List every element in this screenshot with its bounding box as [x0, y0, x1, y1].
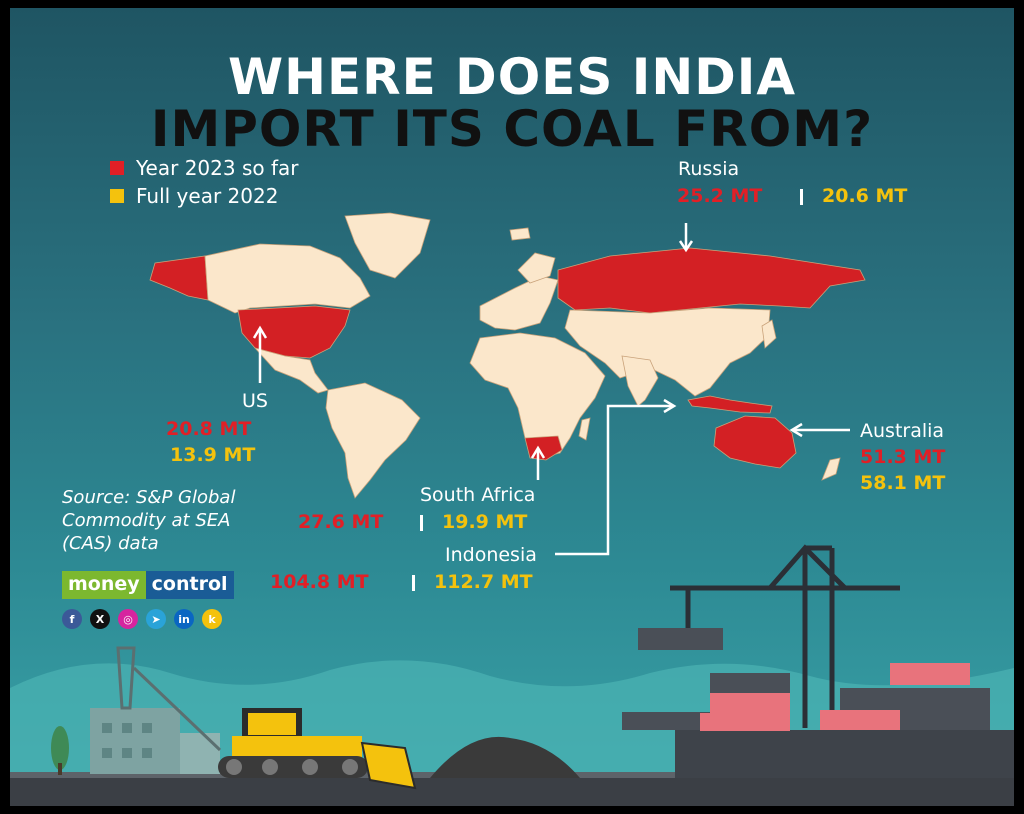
- south-africa-arrowhead: [530, 445, 546, 459]
- russia-2023-value: 25.2 MT: [677, 185, 763, 207]
- indonesia-shape: [687, 395, 773, 414]
- us-label: US: [242, 390, 268, 412]
- russia-2022-value: 20.6 MT: [822, 185, 908, 207]
- russia-arrowhead: [678, 240, 694, 253]
- australia-label: Australia: [860, 420, 945, 442]
- greenland-shape: [344, 212, 431, 279]
- indonesia-label: Indonesia: [445, 544, 537, 566]
- bulldozer: [218, 708, 417, 790]
- us-2023-value: 20.8 MT: [166, 418, 252, 440]
- australia-2023-value: 51.3 MT: [860, 446, 946, 468]
- hanging-container: [638, 628, 723, 650]
- australia-shape: [713, 415, 797, 469]
- us-2022-value: 13.9 MT: [170, 444, 256, 466]
- ground: [10, 776, 1014, 806]
- south-africa-2022-value: 19.9 MT: [442, 511, 528, 533]
- telegram-icon[interactable]: ➤: [146, 609, 166, 629]
- madagascar-shape: [578, 417, 591, 441]
- port-crane: [670, 544, 900, 728]
- illustration-layer: [10, 212, 1014, 806]
- koo-icon[interactable]: k: [202, 609, 222, 629]
- us-arrowhead: [252, 325, 268, 339]
- europe-shape: [479, 275, 559, 331]
- asia-shape: [564, 307, 771, 397]
- legend-label: Full year 2022: [136, 184, 279, 208]
- legend-swatch-yellow: [110, 189, 124, 203]
- ship-hull: [675, 730, 1014, 778]
- logo-part-control: control: [145, 571, 234, 599]
- separator: [420, 515, 423, 531]
- moneycontrol-logo[interactable]: money control: [62, 571, 234, 599]
- arrows: [252, 223, 850, 556]
- australia-2022-value: 58.1 MT: [860, 472, 946, 494]
- title-line-2: IMPORT ITS COAL FROM?: [150, 100, 874, 158]
- legend-swatch-red: [110, 161, 124, 175]
- source-note: Source: S&P Global Commodity at SEA (CAS…: [62, 487, 236, 554]
- india-shape: [621, 355, 659, 407]
- russia-label: Russia: [678, 158, 740, 180]
- south-america-shape: [325, 382, 421, 499]
- separator: [412, 575, 415, 591]
- legend-item-2023: Year 2023 so far: [110, 156, 299, 180]
- coal-pile: [430, 736, 580, 778]
- indonesia-2023-value: 104.8 MT: [270, 571, 369, 593]
- indonesia-arrowhead: [663, 398, 677, 414]
- infographic: WHERE DOES INDIA IMPORT ITS COAL FROM? Y…: [10, 8, 1014, 806]
- separator: [800, 189, 803, 205]
- alaska-shape: [149, 255, 209, 301]
- australia-arrowhead: [789, 422, 803, 438]
- linkedin-icon[interactable]: in: [174, 609, 194, 629]
- indonesia-2022-value: 112.7 MT: [434, 571, 533, 593]
- logo-part-money: money: [62, 571, 146, 599]
- africa-shape: [469, 332, 606, 459]
- legend-label: Year 2023 so far: [136, 156, 299, 180]
- facebook-icon[interactable]: f: [62, 609, 82, 629]
- south-africa-label: South Africa: [420, 484, 536, 506]
- usa-shape: [237, 305, 351, 359]
- title-line-1: WHERE DOES INDIA: [227, 48, 797, 106]
- x-icon[interactable]: X: [90, 609, 110, 629]
- iceland-shape: [509, 227, 531, 241]
- indonesia-arrow: [555, 404, 672, 556]
- new-zealand-shape: [821, 457, 841, 481]
- social-icons: f X ◎ ➤ in k: [62, 609, 222, 629]
- tree: [51, 726, 69, 775]
- legend-item-2022: Full year 2022: [110, 184, 278, 208]
- mine-building: [90, 646, 222, 774]
- japan-shape: [761, 319, 777, 349]
- world-map: [149, 212, 866, 499]
- south-africa-2023-value: 27.6 MT: [298, 511, 384, 533]
- russia-shape: [557, 247, 866, 314]
- scandinavia-shape: [517, 252, 556, 284]
- instagram-icon[interactable]: ◎: [118, 609, 138, 629]
- canada-shape: [204, 243, 371, 314]
